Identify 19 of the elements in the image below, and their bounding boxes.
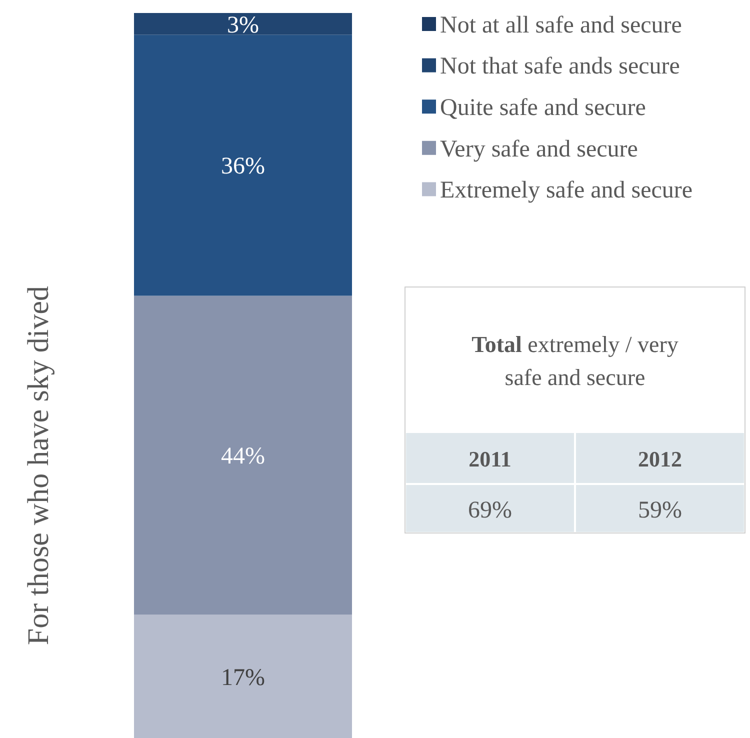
legend-label: Quite safe and secure — [440, 95, 646, 121]
legend-label: Not that safe ands secure — [440, 54, 680, 80]
y-axis-title: For those who have sky dived — [22, 286, 55, 646]
bar — [134, 614, 352, 738]
data-label: 36% — [221, 154, 265, 180]
data-label: 17% — [221, 664, 265, 691]
category-label: 2012 — [638, 446, 682, 472]
bar — [134, 13, 352, 35]
text: 69% — [468, 497, 512, 524]
legend-label: Extremely safe and secure — [440, 178, 693, 204]
legend-label: Very safe and secure — [440, 136, 638, 162]
legend-label: Not at all safe and secure — [440, 12, 682, 38]
data-label: 44% — [221, 444, 265, 470]
category-label: 2011 — [468, 446, 512, 472]
data-label: 3% — [227, 12, 259, 38]
text: 59% — [638, 497, 682, 524]
bar — [134, 34, 352, 296]
text: Total extremely / very safe and secure — [472, 332, 679, 390]
bar — [134, 296, 352, 615]
